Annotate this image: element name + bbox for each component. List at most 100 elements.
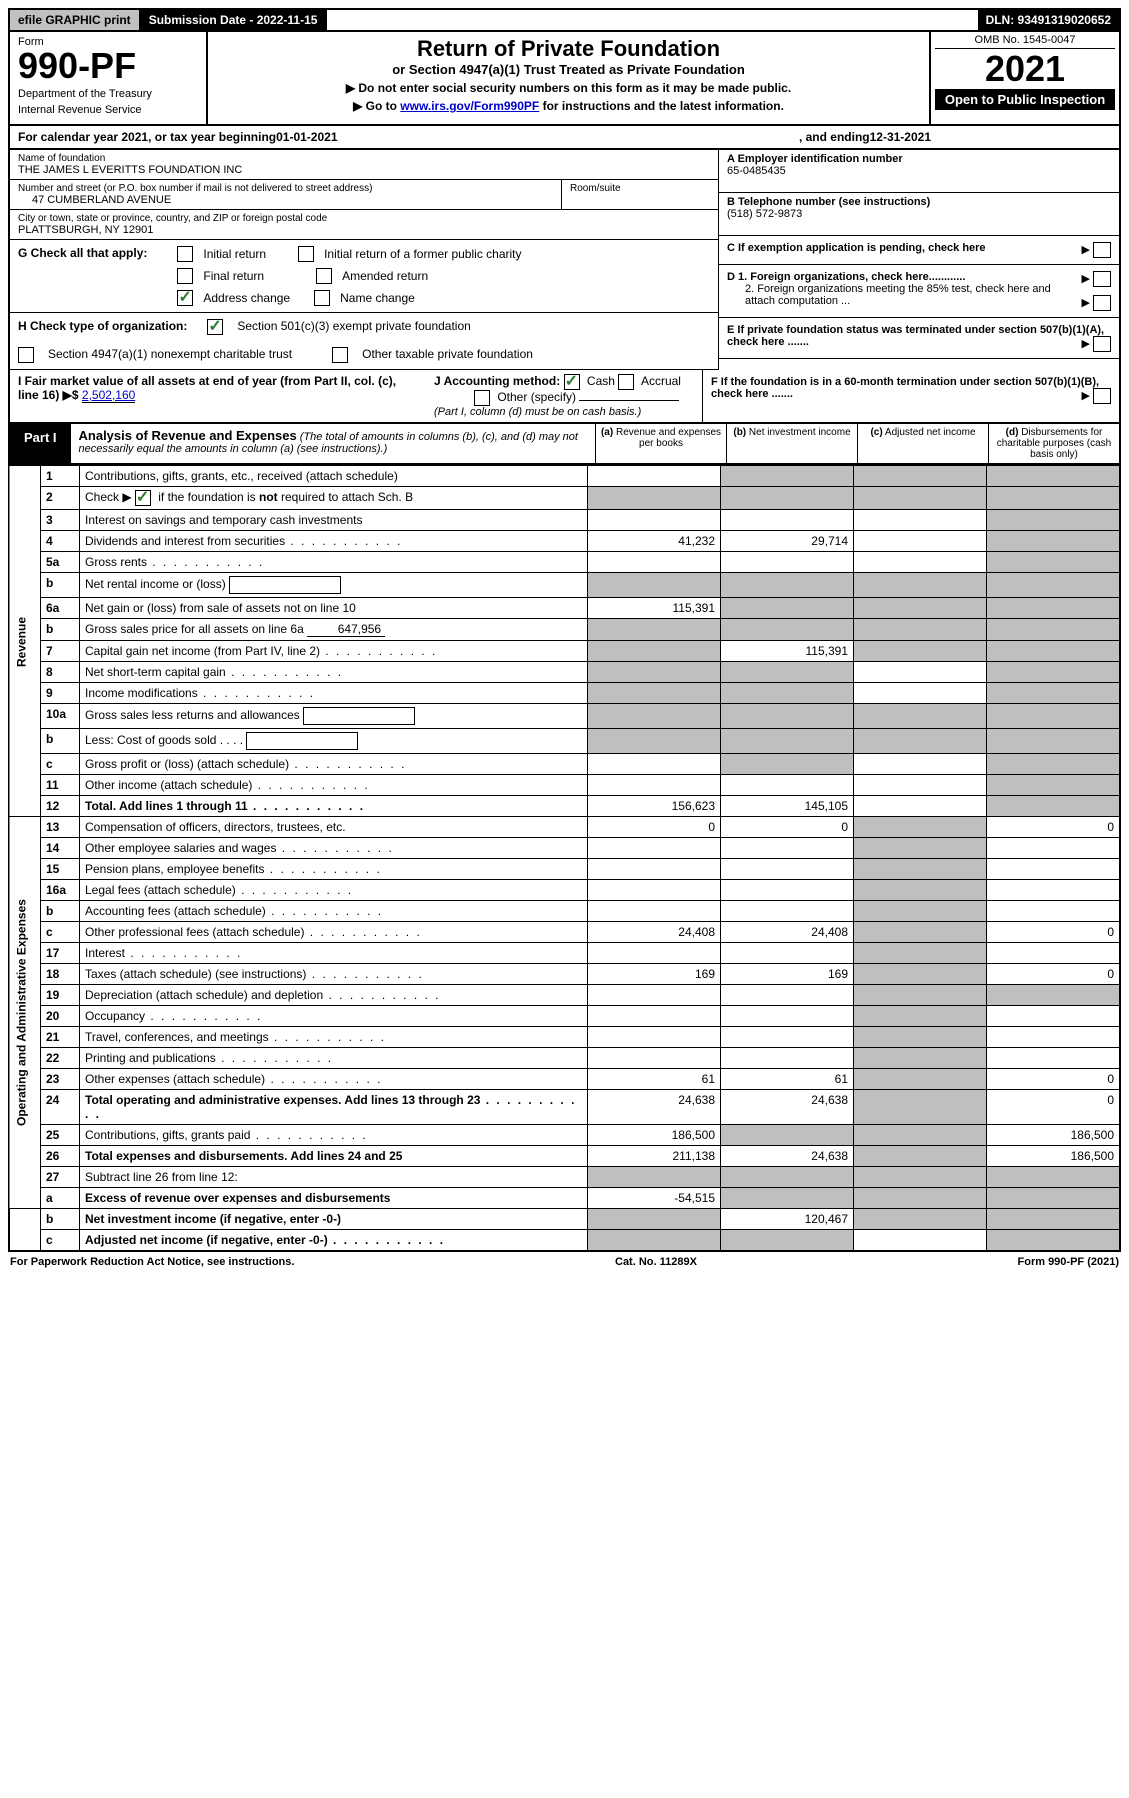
l10b-box (246, 732, 358, 750)
table-row: 15Pension plans, employee benefits (9, 859, 1120, 880)
table-row: aExcess of revenue over expenses and dis… (9, 1188, 1120, 1209)
h-opt-2: Other taxable private foundation (362, 347, 533, 363)
form-number: 990-PF (18, 48, 198, 84)
g-opt-5: Name change (340, 291, 415, 305)
h-opt-1: Section 4947(a)(1) nonexempt charitable … (48, 347, 292, 363)
part1-note: (Part I, column (d) must be on cash basi… (434, 406, 694, 418)
dln-label: DLN: 93491319020652 (978, 10, 1119, 30)
hij-row: I Fair market value of all assets at end… (8, 370, 1121, 424)
ein-label: A Employer identification number (727, 153, 1111, 165)
cb-schb[interactable] (135, 490, 151, 506)
l5b-box (229, 576, 341, 594)
l6b-val: 647,956 (307, 622, 385, 637)
cb-other-method[interactable] (474, 390, 490, 406)
c-label: C If exemption application is pending, c… (727, 242, 986, 254)
cb-accrual[interactable] (618, 374, 634, 390)
part1-header: Part I Analysis of Revenue and Expenses … (8, 424, 1121, 465)
submission-date: Submission Date - 2022-11-15 (141, 10, 328, 30)
l2-desc: Check ▶ (85, 490, 135, 504)
page-footer: For Paperwork Reduction Act Notice, see … (8, 1252, 1121, 1272)
part1-head: Analysis of Revenue and Expenses (79, 428, 297, 443)
table-row: 21Travel, conferences, and meetings (9, 1027, 1120, 1048)
table-row: 11Other income (attach schedule) (9, 775, 1120, 796)
table-row: 17Interest (9, 943, 1120, 964)
omb-number: OMB No. 1545-0047 (935, 34, 1115, 49)
instr2-pre: ▶ Go to (353, 99, 400, 113)
cb-d2[interactable] (1093, 295, 1111, 311)
cb-f[interactable] (1093, 388, 1111, 404)
cal-begin: 01-01-2021 (276, 130, 337, 144)
dept-label: Department of the Treasury (18, 88, 198, 100)
table-row: 2 Check ▶ if the foundation is not requi… (9, 487, 1120, 510)
footer-right: Form 990-PF (2021) (1018, 1256, 1120, 1268)
cb-address-change[interactable] (177, 290, 193, 306)
table-row: bNet investment income (if negative, ent… (9, 1209, 1120, 1230)
city-value: PLATTSBURGH, NY 12901 (18, 224, 710, 236)
h-check-row: H Check type of organization: Section 50… (10, 313, 718, 341)
instructions-link[interactable]: www.irs.gov/Form990PF (400, 99, 539, 113)
cal-end: 12-31-2021 (870, 130, 931, 144)
part1-desc: Analysis of Revenue and Expenses (The to… (71, 424, 595, 463)
name-label: Name of foundation (18, 153, 710, 164)
g-label: G Check all that apply: (18, 246, 147, 306)
instr2-post: for instructions and the latest informat… (543, 99, 784, 113)
table-row: cOther professional fees (attach schedul… (9, 922, 1120, 943)
f-label: F If the foundation is in a 60-month ter… (711, 376, 1099, 400)
table-row: 19Depreciation (attach schedule) and dep… (9, 985, 1120, 1006)
cb-name-change[interactable] (314, 290, 330, 306)
cb-4947[interactable] (18, 347, 34, 363)
cb-initial-return[interactable] (177, 246, 193, 262)
header-left: Form 990-PF Department of the Treasury I… (10, 32, 208, 124)
h-check-row-2: Section 4947(a)(1) nonexempt charitable … (10, 341, 718, 370)
table-row: 5aGross rents (9, 552, 1120, 573)
foundation-name: THE JAMES L EVERITTS FOUNDATION INC (18, 164, 710, 176)
j-opt-0: Cash (587, 374, 615, 388)
table-row: 27Subtract line 26 from line 12: (9, 1167, 1120, 1188)
table-row: 22Printing and publications (9, 1048, 1120, 1069)
part1-table: Revenue 1 Contributions, gifts, grants, … (8, 465, 1121, 1252)
table-row: 26Total expenses and disbursements. Add … (9, 1146, 1120, 1167)
cb-final-return[interactable] (177, 268, 193, 284)
j-opt-1: Accrual (641, 374, 681, 388)
table-row: 8Net short-term capital gain (9, 662, 1120, 683)
table-row: cGross profit or (loss) (attach schedule… (9, 754, 1120, 775)
table-row: bLess: Cost of goods sold . . . . (9, 729, 1120, 754)
table-row: 3Interest on savings and temporary cash … (9, 510, 1120, 531)
cb-501c3[interactable] (207, 319, 223, 335)
phone-label: B Telephone number (see instructions) (727, 196, 1111, 208)
form-title: Return of Private Foundation (218, 36, 919, 62)
g-opt-1: Initial return of a former public charit… (324, 247, 521, 261)
entity-left: Name of foundation THE JAMES L EVERITTS … (10, 150, 718, 370)
cb-cash[interactable] (564, 374, 580, 390)
table-row: 23Other expenses (attach schedule)61610 (9, 1069, 1120, 1090)
cal-mid: , and ending (799, 130, 870, 144)
g-opt-3: Amended return (342, 269, 428, 283)
cb-c[interactable] (1093, 242, 1111, 258)
phone-cell: B Telephone number (see instructions) (5… (719, 193, 1119, 236)
cb-initial-former[interactable] (298, 246, 314, 262)
col-c-head: (c) Adjusted net income (857, 424, 988, 463)
table-row: bGross sales price for all assets on lin… (9, 619, 1120, 641)
open-to-public: Open to Public Inspection (935, 89, 1115, 110)
cb-e[interactable] (1093, 336, 1111, 352)
e-note: E If private foundation status was termi… (719, 318, 1119, 359)
h-opt-0: Section 501(c)(3) exempt private foundat… (237, 319, 470, 335)
i-label: I Fair market value of all assets at end… (18, 374, 396, 402)
top-bar: efile GRAPHIC print Submission Date - 20… (8, 8, 1121, 32)
table-row: 10aGross sales less returns and allowanc… (9, 704, 1120, 729)
city-cell: City or town, state or province, country… (10, 210, 718, 240)
address-row: Number and street (or P.O. box number if… (10, 180, 718, 210)
j-cell: J Accounting method: Cash Accrual Other … (426, 370, 702, 422)
cb-d1[interactable] (1093, 271, 1111, 287)
cb-other-taxable[interactable] (332, 347, 348, 363)
g-opt-4: Address change (203, 291, 290, 305)
cb-amended[interactable] (316, 268, 332, 284)
d1-label: D 1. Foreign organizations, check here..… (727, 271, 965, 283)
i-value[interactable]: 2,502,160 (82, 388, 135, 403)
e-label: E If private foundation status was termi… (727, 324, 1104, 348)
expenses-side-label: Operating and Administrative Expenses (9, 817, 41, 1209)
c-note: C If exemption application is pending, c… (719, 236, 1119, 265)
table-row: 6aNet gain or (loss) from sale of assets… (9, 598, 1120, 619)
table-row: 12Total. Add lines 1 through 11156,62314… (9, 796, 1120, 817)
g-opt-0: Initial return (203, 247, 266, 261)
